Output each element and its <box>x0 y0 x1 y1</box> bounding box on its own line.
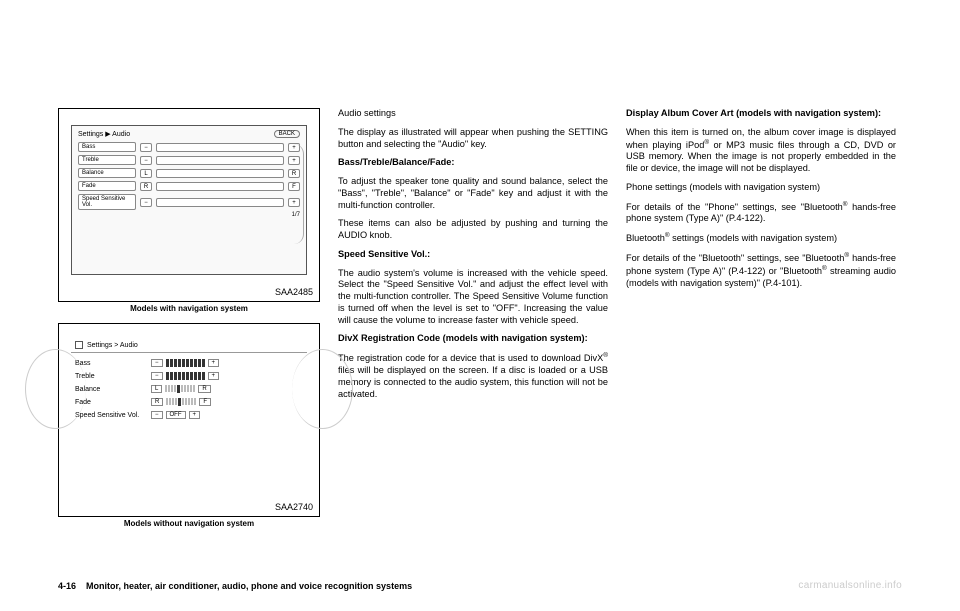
label-ssv: Speed Sensitive Vol. <box>78 194 136 210</box>
row2-treble: Treble − + <box>75 372 303 380</box>
figure-2-caption: Models without navigation system <box>58 519 320 528</box>
nonav-audio-screen: Settings > Audio Bass − + Treble <box>71 338 307 490</box>
back-button: BACK <box>274 130 300 138</box>
label-balance: Balance <box>78 168 136 178</box>
figure-1: Settings ▶ Audio BACK Bass − + Treble − … <box>58 108 320 302</box>
fade-bar <box>156 182 284 191</box>
figure-2-code: SAA2740 <box>275 502 313 512</box>
reg-icon: ® <box>603 352 608 359</box>
para-c2-5a: The registration code for a device that … <box>338 353 603 363</box>
para-c2-3: These items can also be adjusted by push… <box>338 218 608 242</box>
heading-ssv: Speed Sensitive Vol.: <box>338 249 608 261</box>
para-c2-5b: files will be displayed on the screen. I… <box>338 365 608 399</box>
row-fade: Fade R F <box>78 181 300 191</box>
para-c3-2: For details of the "Phone" settings, see… <box>626 201 896 226</box>
heading-btbf: Bass/Treble/Balance/Fade: <box>338 157 608 169</box>
page-content: Settings ▶ Audio BACK Bass − + Treble − … <box>58 108 902 578</box>
figure-column: Settings ▶ Audio BACK Bass − + Treble − … <box>58 108 320 578</box>
heading-bt-b: settings (models with navigation system) <box>670 233 837 243</box>
label2-fade: Fade <box>75 399 145 406</box>
treble2-minus: − <box>151 372 163 380</box>
figure-1-caption: Models with navigation system <box>58 304 320 313</box>
treble-minus: − <box>140 156 152 165</box>
heading-album-art: Display Album Cover Art (models with nav… <box>626 108 896 120</box>
ssv-bar <box>156 198 284 207</box>
para-c2-4: The audio system's volume is increased w… <box>338 268 608 327</box>
label2-balance: Balance <box>75 386 145 393</box>
para-c3-3: For details of the "Bluetooth" settings,… <box>626 252 896 289</box>
ssv-minus: − <box>140 198 152 207</box>
bass2-plus: + <box>208 359 220 367</box>
row-balance: Balance L R <box>78 168 300 178</box>
bass2-segs <box>166 359 205 367</box>
balance2-segs <box>165 385 195 393</box>
bass-minus: − <box>140 143 152 152</box>
figure-1-code: SAA2485 <box>275 287 313 297</box>
label-bass: Bass <box>78 142 136 152</box>
page-footer: 4-16 Monitor, heater, air conditioner, au… <box>58 581 412 591</box>
balance2-r: R <box>198 385 210 393</box>
screen1-page: 1/7 <box>78 212 300 218</box>
side-arc-icon <box>294 144 304 244</box>
heading-bluetooth: Bluetooth® settings (models with navigat… <box>626 232 896 245</box>
ssv2-plus: + <box>189 411 201 419</box>
row-treble: Treble − + <box>78 155 300 165</box>
text-column-2: Audio settings The display as illustrate… <box>338 108 608 578</box>
balance-l: L <box>140 169 152 178</box>
fade2-f: F <box>199 398 211 406</box>
ssv2-minus: − <box>151 411 163 419</box>
bass-bar <box>156 143 284 152</box>
treble-bar <box>156 156 284 165</box>
para-c3-3a: For details of the "Bluetooth" settings,… <box>626 253 844 263</box>
label2-ssv: Speed Sensitive Vol. <box>75 412 145 419</box>
label-treble: Treble <box>78 155 136 165</box>
heading-phone: Phone settings (models with navigation s… <box>626 182 896 194</box>
text-column-3: Display Album Cover Art (models with nav… <box>626 108 896 578</box>
heading-bt-a: Bluetooth <box>626 233 665 243</box>
para-c3-1: When this item is turned on, the album c… <box>626 127 896 175</box>
gear-icon <box>75 341 83 349</box>
row-ssv: Speed Sensitive Vol. − + <box>78 194 300 210</box>
bass2-minus: − <box>151 359 163 367</box>
para-c2-2: To adjust the speaker tone quality and s… <box>338 176 608 211</box>
screen1-title: Settings ▶ Audio <box>78 130 130 138</box>
para-c2-5: The registration code for a device that … <box>338 352 608 400</box>
screen2-title: Settings > Audio <box>87 342 138 349</box>
balance2-l: L <box>151 385 162 393</box>
label-fade: Fade <box>78 181 136 191</box>
row-bass: Bass − + <box>78 142 300 152</box>
para-c2-1: The display as illustrated will appear w… <box>338 127 608 151</box>
page-number: 4-16 <box>58 581 76 591</box>
label2-bass: Bass <box>75 360 145 367</box>
figure-2: Settings > Audio Bass − + Treble <box>58 323 320 517</box>
row2-balance: Balance L R <box>75 385 303 393</box>
treble2-plus: + <box>208 372 220 380</box>
watermark: carmanualsonline.info <box>798 580 902 591</box>
fade-r: R <box>140 182 152 191</box>
para-c3-2a: For details of the "Phone" settings, see… <box>626 202 843 212</box>
fade2-segs <box>166 398 196 406</box>
row2-fade: Fade R F <box>75 398 303 406</box>
ssv2-off: OFF <box>166 411 186 419</box>
section-title: Monitor, heater, air conditioner, audio,… <box>86 581 412 591</box>
nav-audio-screen: Settings ▶ Audio BACK Bass − + Treble − … <box>71 125 307 275</box>
treble2-segs <box>166 372 205 380</box>
label2-treble: Treble <box>75 373 145 380</box>
row2-bass: Bass − + <box>75 359 303 367</box>
fade2-r: R <box>151 398 163 406</box>
balance-bar <box>156 169 284 178</box>
row2-ssv: Speed Sensitive Vol. − OFF + <box>75 411 303 419</box>
heading-audio-settings: Audio settings <box>338 108 608 120</box>
heading-divx: DivX Registration Code (models with navi… <box>338 333 608 345</box>
